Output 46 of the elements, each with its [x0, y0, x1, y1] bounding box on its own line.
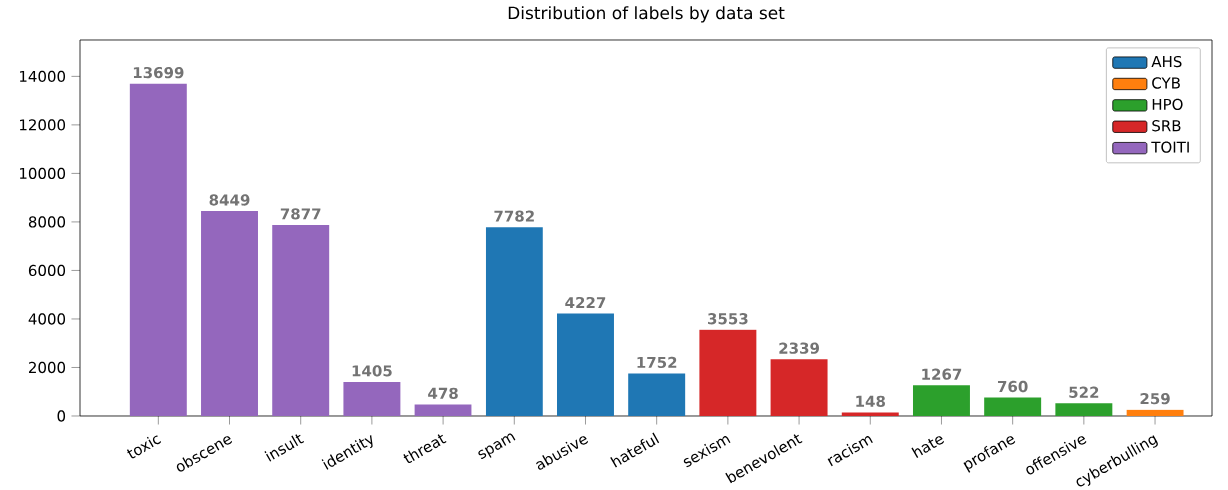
data-label: 7877 [280, 208, 321, 220]
bar [343, 381, 401, 416]
data-label: 148 [856, 395, 885, 407]
data-label: 1267 [922, 368, 962, 380]
bar [129, 83, 187, 416]
data-label: 7782 [494, 210, 534, 222]
data-label: 2339 [779, 342, 819, 354]
legend-label: TOITI [1151, 141, 1189, 153]
data-label: 478 [428, 387, 458, 399]
chart-title: Distribution of labels by data set [508, 6, 785, 23]
data-label: 259 [1140, 392, 1170, 405]
bar [414, 404, 472, 416]
bar [1126, 409, 1184, 416]
y-tick-label: 10000 [20, 167, 66, 180]
data-label: 1752 [637, 356, 677, 369]
legend-label: SRB [1152, 120, 1181, 132]
y-tick-label: 0 [57, 410, 66, 422]
data-label: 4227 [565, 296, 606, 309]
data-label: 760 [998, 380, 1028, 393]
y-tick-label: 6000 [28, 264, 66, 277]
bar [272, 224, 330, 416]
y-tick-label: 14000 [20, 70, 66, 83]
data-label: 522 [1069, 386, 1099, 398]
y-tick-label: 2000 [28, 361, 66, 374]
bar [557, 313, 614, 416]
bar [1055, 403, 1113, 416]
legend-label: HPO [1152, 98, 1183, 111]
bar [699, 329, 757, 416]
legend-label: CYB [1152, 77, 1180, 89]
y-tick-label: 4000 [28, 313, 66, 325]
x-tick-label: hate [911, 436, 945, 459]
bar [485, 227, 543, 416]
y-tick-label: 8000 [28, 216, 66, 228]
data-label: 3553 [708, 313, 748, 325]
data-label: 8449 [209, 194, 250, 206]
bar [201, 211, 258, 416]
y-tick-label: 12000 [20, 119, 66, 131]
data-label: 13699 [133, 66, 184, 79]
bar [841, 412, 899, 416]
data-label: 1405 [352, 365, 392, 377]
x-tick-label: toxic [126, 435, 162, 459]
bar [628, 373, 686, 416]
legend-label: AHS [1151, 55, 1182, 68]
bar [912, 385, 970, 416]
bar [984, 397, 1042, 416]
bar [770, 359, 828, 416]
